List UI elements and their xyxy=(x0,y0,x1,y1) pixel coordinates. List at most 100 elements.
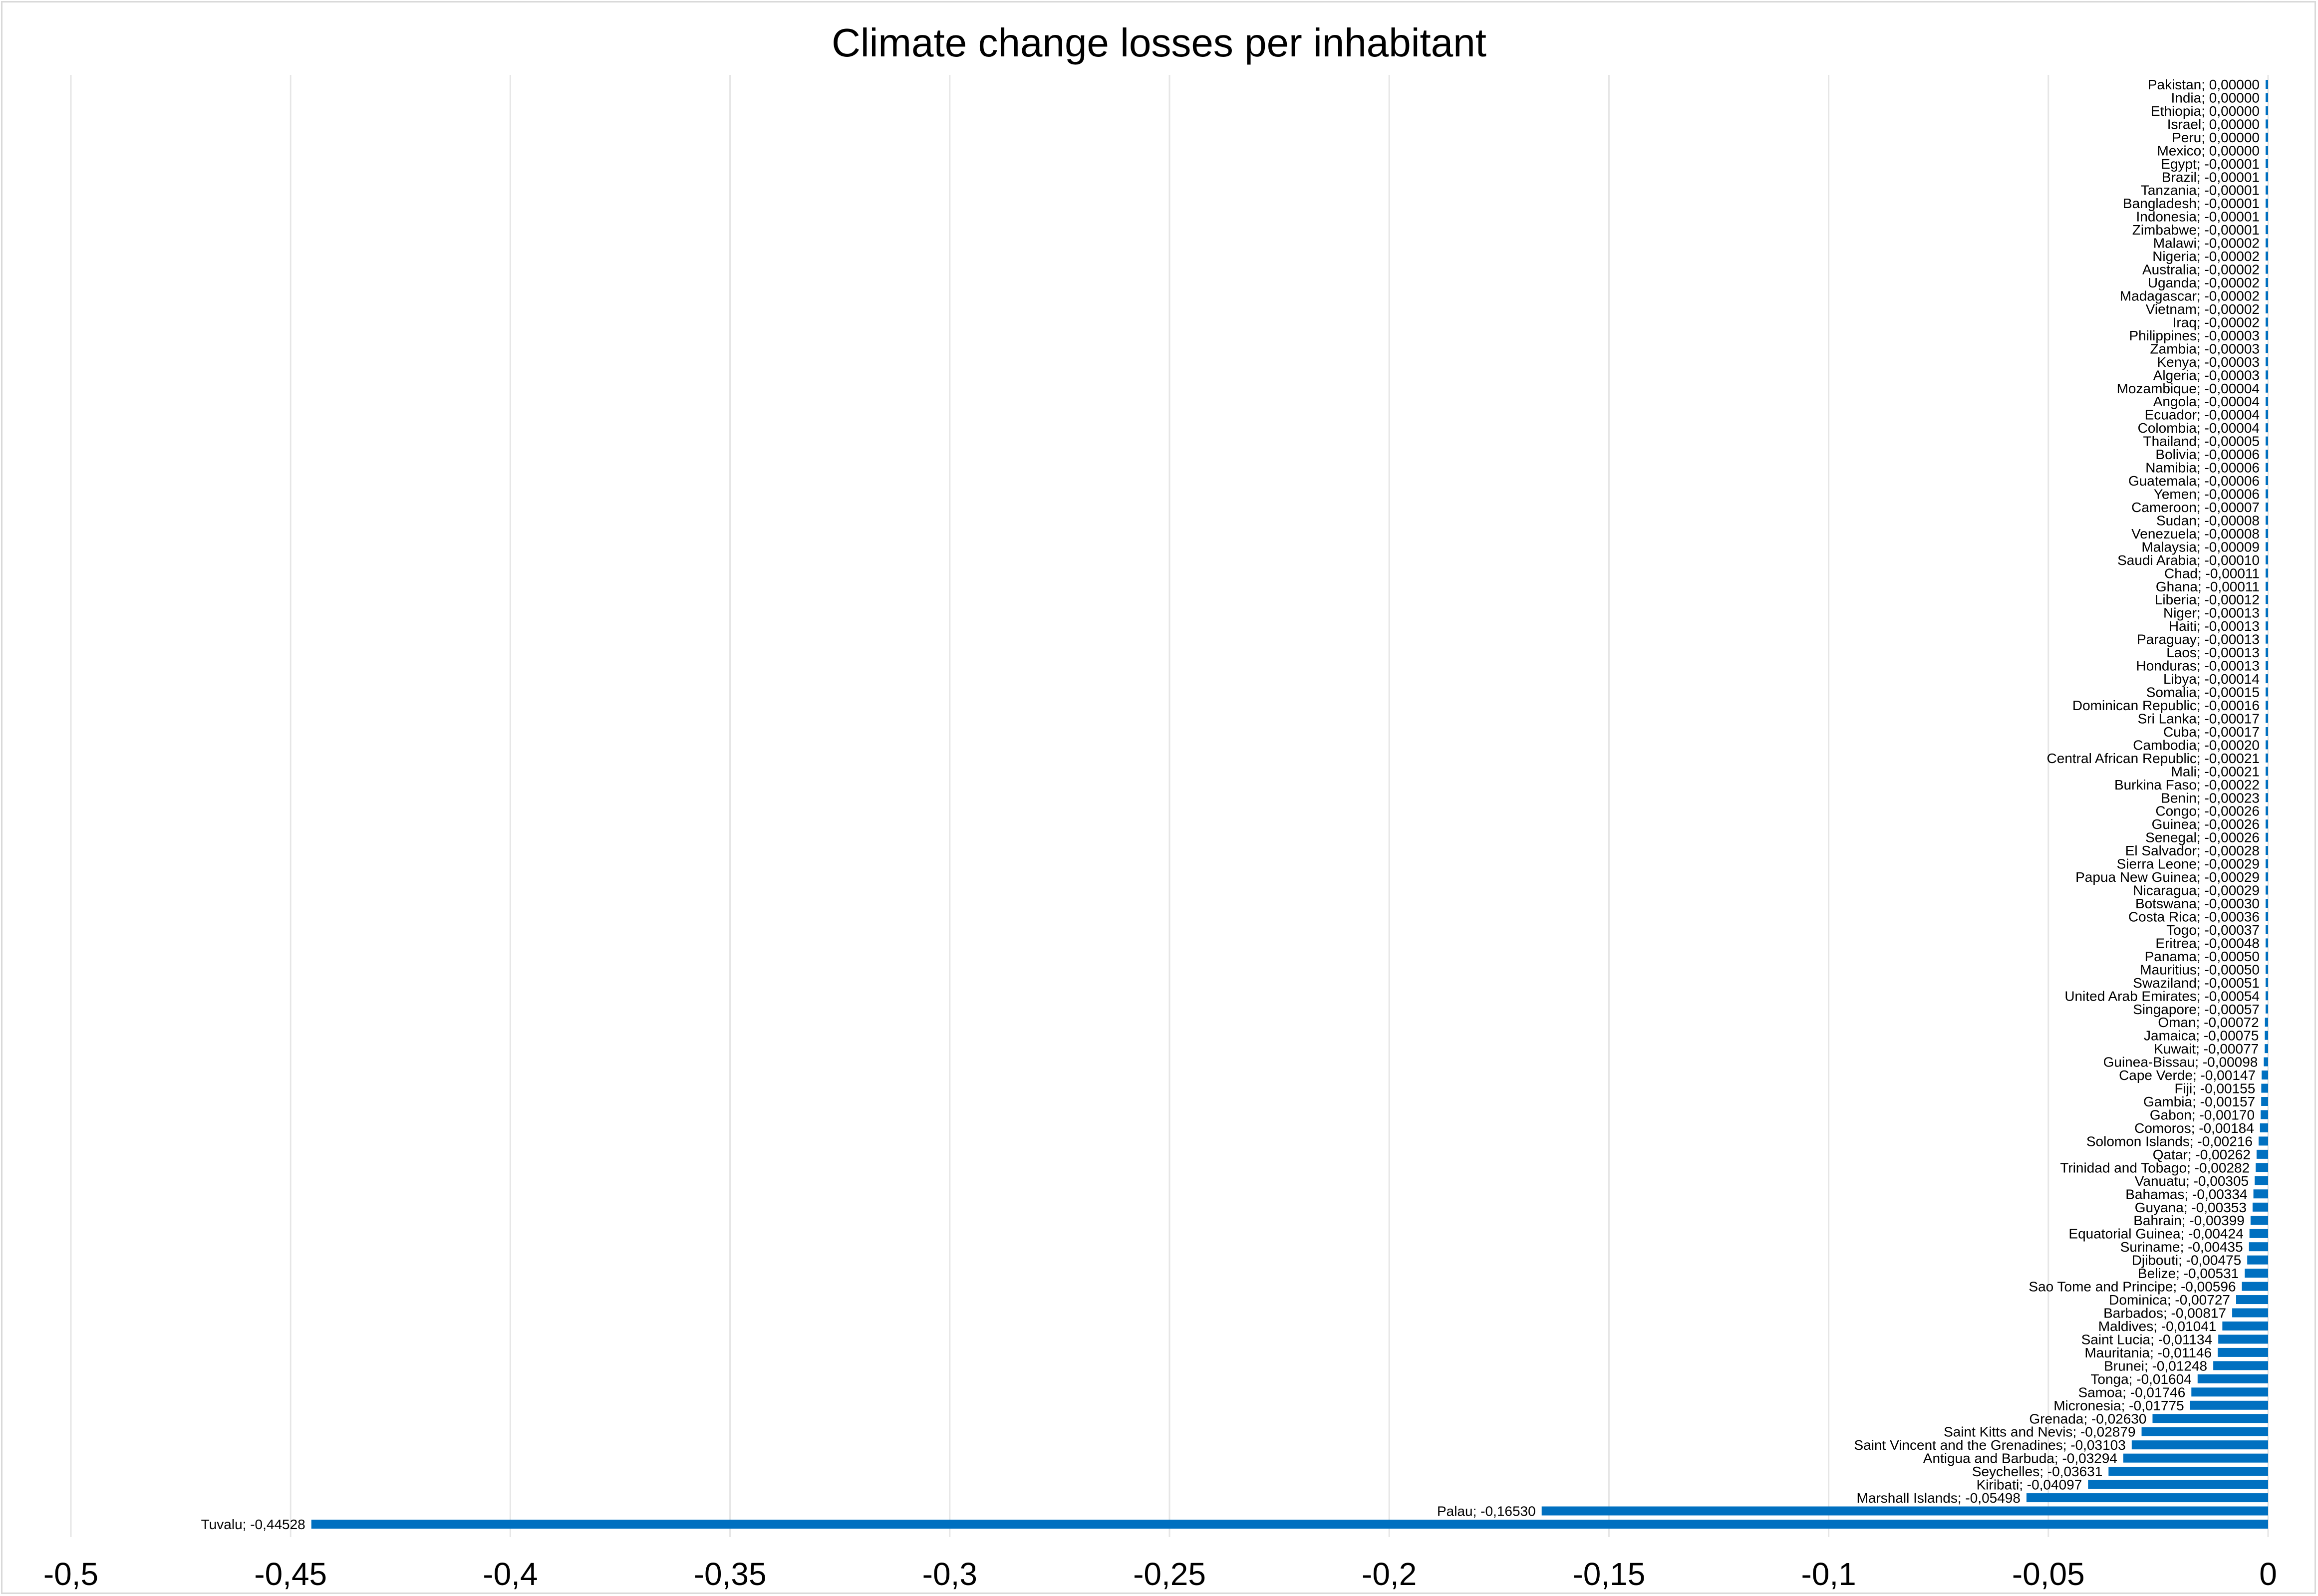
bar xyxy=(2266,568,2268,578)
bar xyxy=(2266,185,2268,195)
bar xyxy=(2266,529,2268,538)
bar xyxy=(2266,370,2268,380)
bar xyxy=(2266,476,2268,486)
bar xyxy=(2266,648,2268,657)
bar-data-label: Tonga; -0,01604 xyxy=(2090,1371,2191,1387)
bar-data-label: Zimbabwe; -0,00001 xyxy=(2132,222,2260,238)
bar-data-label: Colombia; -0,00004 xyxy=(2138,420,2260,436)
bar xyxy=(2242,1282,2268,1291)
bar-data-label: Yemen; -0,00006 xyxy=(2154,487,2260,502)
gridlines xyxy=(70,75,2269,1537)
bar-data-label: Liberia; -0,00012 xyxy=(2155,592,2260,607)
bar-data-label: Burkina Faso; -0,00022 xyxy=(2114,777,2260,793)
bar-data-label: Mauritania; -0,01146 xyxy=(2084,1345,2212,1360)
bar-data-label: Vietnam; -0,00002 xyxy=(2146,301,2260,317)
x-tick-label: -0,4 xyxy=(483,1556,538,1592)
bar-data-label: Kenya; -0,00003 xyxy=(2157,354,2260,370)
bar-data-label: Equatorial Guinea; -0,00424 xyxy=(2068,1226,2243,1242)
bar xyxy=(2266,991,2268,1001)
bar xyxy=(2266,199,2268,208)
bar xyxy=(2266,595,2268,604)
bar xyxy=(2256,1149,2268,1159)
bar-data-label: Paraguay; -0,00013 xyxy=(2137,632,2260,647)
bar xyxy=(2265,1004,2268,1014)
bar-data-label: Cameroon; -0,00007 xyxy=(2131,500,2260,515)
bar-data-label: Angola; -0,00004 xyxy=(2153,394,2260,409)
bar-data-label: Brunei; -0,01248 xyxy=(2104,1358,2207,1373)
bar xyxy=(2266,674,2268,684)
bar xyxy=(2266,700,2268,710)
bar-data-label: Nigeria; -0,00002 xyxy=(2152,249,2260,264)
bar-data-label: Barbados; -0,00817 xyxy=(2103,1306,2226,1321)
bar-data-label: Mali; -0,00021 xyxy=(2171,764,2260,779)
bar-data-label: Senegal; -0,00026 xyxy=(2145,830,2260,845)
bar xyxy=(2266,687,2268,697)
bar-data-label: Australia; -0,00002 xyxy=(2142,262,2260,277)
bar xyxy=(2266,397,2268,406)
x-tick-label: -0,1 xyxy=(1801,1556,1856,1592)
bar xyxy=(2266,265,2268,274)
bar xyxy=(2266,212,2268,221)
bar-data-label: Grenada; -0,02630 xyxy=(2029,1411,2146,1426)
bar xyxy=(2265,1031,2268,1040)
bar-data-label: Indonesia; -0,00001 xyxy=(2136,209,2260,225)
bar-data-label: Brazil; -0,00001 xyxy=(2162,169,2260,185)
bar-data-label: Sudan; -0,00008 xyxy=(2156,513,2260,528)
x-tick-label: -0,45 xyxy=(254,1556,327,1592)
bar xyxy=(2266,965,2268,974)
bar-data-label: Solomon Islands; -0,00216 xyxy=(2086,1133,2253,1149)
bar xyxy=(2266,238,2268,248)
bar xyxy=(2266,423,2268,433)
bar-data-label: Congo; -0,00026 xyxy=(2155,803,2260,819)
bar xyxy=(2266,357,2268,366)
bar xyxy=(2261,1110,2268,1119)
bar xyxy=(2252,1202,2268,1212)
bar-data-label: Botswana; -0,00030 xyxy=(2135,896,2260,911)
bar xyxy=(2247,1255,2268,1265)
bar-data-label: Dominican Republic; -0,00016 xyxy=(2072,698,2260,713)
bar xyxy=(2258,1136,2268,1146)
bar-data-label: Suriname; -0,00435 xyxy=(2120,1239,2243,1255)
bar-data-label: Cape Verde; -0,00147 xyxy=(2119,1067,2256,1083)
bar xyxy=(2266,555,2268,564)
bar xyxy=(2266,463,2268,472)
bar xyxy=(2266,859,2268,868)
chart-title: Climate change losses per inhabitant xyxy=(832,20,1486,65)
bar-data-label: Swaziland; -0,00051 xyxy=(2133,975,2260,991)
bar xyxy=(2266,634,2268,644)
bar xyxy=(2253,1189,2268,1199)
bar-data-label: Fiji; -0,00155 xyxy=(2174,1081,2255,1096)
bar-data-label: Sierra Leone; -0,00029 xyxy=(2117,856,2260,872)
bar xyxy=(2266,542,2268,551)
bar xyxy=(2266,436,2268,446)
bar xyxy=(2266,159,2268,168)
bar-data-label: Jamaica; -0,00075 xyxy=(2144,1028,2259,1044)
bar xyxy=(2266,278,2268,287)
bar-data-label: Honduras; -0,00013 xyxy=(2136,658,2260,674)
bar-data-label: Mexico; 0,00000 xyxy=(2157,143,2260,158)
bar xyxy=(2266,727,2268,736)
bar-data-label: Chad; -0,00011 xyxy=(2164,565,2260,581)
bar xyxy=(2191,1387,2268,1397)
bar xyxy=(2131,1440,2268,1450)
bar xyxy=(2026,1493,2268,1503)
bar xyxy=(2266,502,2268,512)
bar xyxy=(2266,410,2268,419)
bar xyxy=(2266,172,2268,182)
bar xyxy=(2266,291,2268,300)
bar xyxy=(2245,1269,2268,1278)
bar-data-label: Kiribati; -0,04097 xyxy=(1977,1477,2082,1493)
bar xyxy=(2261,1097,2268,1106)
bar-data-label: Algeria; -0,00003 xyxy=(2153,367,2260,383)
bar-data-label: Ghana; -0,00011 xyxy=(2156,579,2260,594)
bar-data-label: Marshall Islands; -0,05498 xyxy=(1857,1490,2021,1506)
bar-data-label: Guinea-Bissau; -0,00098 xyxy=(2103,1055,2258,1070)
bar xyxy=(2266,93,2268,102)
bar-data-label: Seychelles; -0,03631 xyxy=(1972,1464,2103,1479)
bar xyxy=(2250,1216,2268,1225)
bar-data-label: Djibouti; -0,00475 xyxy=(2132,1253,2241,1268)
bar-data-label: Laos; -0,00013 xyxy=(2166,645,2260,660)
bar xyxy=(2266,608,2268,617)
